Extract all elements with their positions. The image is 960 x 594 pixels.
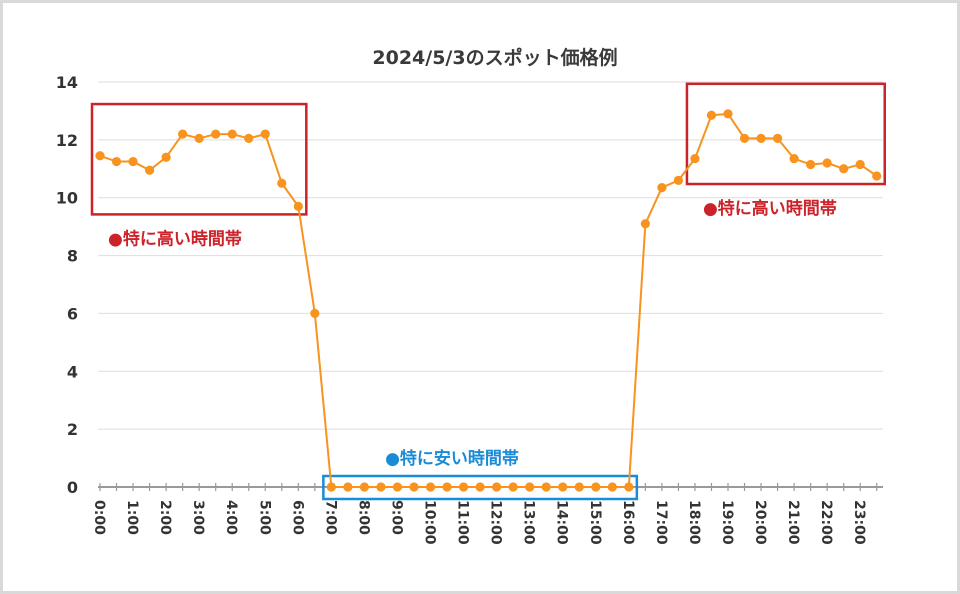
y-tick-label: 2 bbox=[67, 420, 78, 439]
x-tick-label: 7:00 bbox=[322, 500, 338, 535]
x-tick-label: 4:00 bbox=[223, 500, 239, 535]
x-tick-label: 16:00 bbox=[620, 500, 636, 545]
data-point bbox=[194, 133, 204, 144]
data-point bbox=[806, 159, 816, 170]
data-point bbox=[855, 159, 865, 170]
data-point bbox=[293, 201, 303, 211]
x-tick-label: 22:00 bbox=[818, 500, 834, 545]
annotation-label: ●特に高い時間帯 bbox=[703, 198, 837, 219]
data-point bbox=[525, 482, 535, 492]
data-point bbox=[178, 129, 188, 139]
chart-title: 2024/5/3のスポット価格例 bbox=[372, 46, 617, 69]
data-point bbox=[442, 482, 452, 492]
data-point bbox=[756, 133, 766, 144]
x-tick-label: 19:00 bbox=[719, 500, 735, 545]
x-tick-label: 23:00 bbox=[851, 500, 867, 545]
x-tick-label: 20:00 bbox=[752, 500, 768, 545]
x-tick-label: 6:00 bbox=[289, 500, 305, 535]
data-point bbox=[111, 156, 122, 167]
x-tick-label: 17:00 bbox=[653, 500, 669, 545]
x-tick-label: 8:00 bbox=[355, 500, 371, 535]
y-tick-label: 12 bbox=[56, 131, 78, 150]
data-point bbox=[409, 482, 419, 492]
x-tick-label: 9:00 bbox=[388, 500, 404, 535]
y-tick-label: 8 bbox=[67, 247, 78, 266]
annotation-box bbox=[685, 82, 886, 186]
annotation-label: ●特に安い時間帯 bbox=[385, 448, 519, 469]
data-point bbox=[161, 152, 171, 162]
x-tick-label: 1:00 bbox=[124, 500, 140, 535]
data-point bbox=[475, 482, 485, 492]
data-point bbox=[359, 482, 370, 492]
data-point bbox=[739, 133, 750, 144]
x-tick-label: 12:00 bbox=[488, 500, 504, 545]
data-point bbox=[872, 171, 882, 181]
data-point bbox=[772, 133, 783, 144]
x-tick-label: 2:00 bbox=[157, 500, 173, 535]
data-point bbox=[227, 129, 237, 139]
data-point bbox=[376, 482, 386, 492]
annotation-box bbox=[90, 102, 308, 216]
x-tick-label: 10:00 bbox=[422, 500, 438, 545]
y-tick-label: 10 bbox=[56, 189, 78, 208]
series-line bbox=[99, 112, 878, 488]
y-tick-label: 14 bbox=[56, 73, 78, 92]
data-point bbox=[673, 175, 684, 185]
x-tick-label: 15:00 bbox=[587, 500, 603, 545]
data-point bbox=[822, 158, 832, 168]
data-point bbox=[657, 182, 667, 193]
annotation-labels: ●特に高い時間帯 ●特に安い時間帯 ●特に高い時間帯 bbox=[108, 198, 837, 469]
data-point bbox=[607, 482, 617, 492]
data-point bbox=[723, 109, 733, 119]
data-point bbox=[558, 482, 568, 492]
data-point bbox=[508, 482, 518, 492]
x-axis: 0:00 1:00 2:00 3:00 4:00 5:00 6:00 7:00 8:00 9:00… bbox=[91, 483, 883, 545]
data-point bbox=[541, 482, 551, 492]
data-point bbox=[128, 156, 138, 167]
x-tick-label: 11:00 bbox=[455, 500, 471, 545]
annotation-boxes bbox=[90, 82, 886, 501]
data-point bbox=[326, 482, 336, 492]
y-tick-label: 0 bbox=[67, 478, 78, 497]
data-point bbox=[591, 482, 601, 492]
x-tick-label: 14:00 bbox=[554, 500, 570, 545]
grid-lines bbox=[98, 81, 883, 430]
data-point bbox=[211, 129, 221, 139]
data-point bbox=[310, 308, 320, 319]
x-tick-label: 3:00 bbox=[190, 500, 206, 535]
x-tick-label: 13:00 bbox=[521, 500, 537, 545]
data-point bbox=[260, 129, 270, 139]
data-point bbox=[458, 482, 469, 492]
annotation-label: ●特に高い時間帯 bbox=[108, 228, 242, 249]
x-tick-label: 21:00 bbox=[785, 500, 801, 545]
data-point bbox=[492, 482, 502, 492]
data-point bbox=[277, 178, 287, 188]
data-point bbox=[706, 110, 717, 120]
y-tick-label: 6 bbox=[67, 304, 78, 323]
y-tick-label: 4 bbox=[67, 362, 78, 381]
annotation-box bbox=[322, 474, 639, 501]
data-point bbox=[574, 482, 584, 492]
data-point bbox=[839, 164, 849, 174]
series-layer bbox=[95, 109, 882, 492]
data-point bbox=[144, 165, 155, 175]
data-point bbox=[789, 154, 799, 164]
x-tick-label: 5:00 bbox=[256, 500, 272, 535]
x-tick-label: 18:00 bbox=[686, 500, 702, 545]
data-point bbox=[640, 219, 650, 229]
data-point bbox=[624, 482, 634, 492]
data-point bbox=[95, 151, 105, 161]
data-point bbox=[392, 482, 403, 492]
data-point bbox=[244, 133, 254, 144]
y-axis-ticks: 0 2 4 6 8 10 12 14 bbox=[56, 73, 78, 497]
data-point bbox=[425, 482, 436, 492]
data-point bbox=[343, 482, 353, 492]
x-tick-label: 0:00 bbox=[91, 500, 107, 535]
data-point bbox=[690, 154, 700, 164]
